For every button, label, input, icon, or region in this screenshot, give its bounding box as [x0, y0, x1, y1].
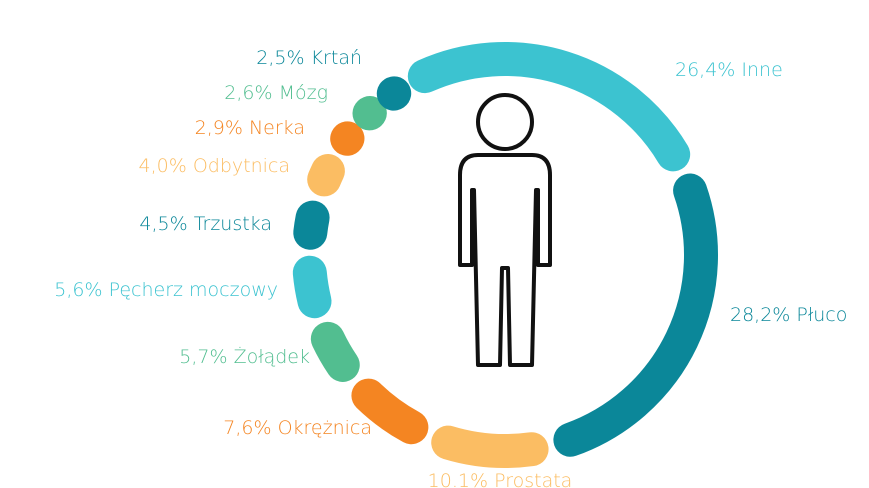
category-label: Krtań — [311, 47, 362, 69]
donut-segment — [293, 200, 330, 250]
value-label: 5,7% — [179, 346, 227, 368]
category-label: Pęcherz moczowy — [109, 279, 278, 301]
value-label: 2,5% — [256, 47, 304, 69]
segment-label: 4,0% Odbytnica — [138, 155, 290, 177]
donut-segment — [407, 42, 691, 172]
person-icon — [458, 93, 552, 367]
category-label: Okrężnica — [278, 417, 372, 439]
segment-label: 2,6% Mózg — [224, 82, 328, 104]
value-label: 2,9% — [195, 117, 243, 139]
value-label: 10.1% — [428, 470, 488, 488]
category-label: Mózg — [279, 82, 328, 104]
value-label: 2,6% — [224, 82, 272, 104]
segment-label: 28,2% Płuco — [730, 304, 847, 326]
segment-label: 10.1% Prostata — [428, 470, 573, 488]
donut-segment — [292, 255, 332, 319]
donut-segment — [553, 173, 718, 457]
segment-label: 5,6% Pęcherz moczowy — [54, 279, 278, 301]
value-label: 28,2% — [730, 304, 790, 326]
segment-label: 2,9% Nerka — [195, 117, 305, 139]
value-label: 7,6% — [223, 417, 271, 439]
category-label: Żołądek — [234, 345, 310, 368]
value-label: 5,6% — [54, 279, 102, 301]
donut-segment — [351, 378, 429, 445]
segment-label: 7,6% Okrężnica — [223, 417, 372, 439]
category-label: Odbytnica — [193, 155, 290, 177]
segment-label: 4,5% Trzustka — [139, 213, 272, 235]
value-label: 4,0% — [138, 155, 186, 177]
donut-segment — [431, 425, 549, 468]
value-label: 26,4% — [675, 59, 735, 81]
segment-label: 5,7% Żołądek — [179, 345, 310, 368]
category-label: Płuco — [796, 304, 847, 326]
category-label: Inne — [741, 59, 782, 81]
donut-segment — [307, 153, 345, 197]
category-label: Prostata — [494, 470, 572, 488]
donut-segment — [310, 321, 360, 382]
segment-label: 2,5% Krtań — [256, 47, 362, 69]
segment-label: 26,4% Inne — [675, 59, 783, 81]
value-label: 4,5% — [139, 213, 187, 235]
category-label: Nerka — [249, 117, 305, 139]
category-label: Trzustka — [194, 213, 272, 235]
